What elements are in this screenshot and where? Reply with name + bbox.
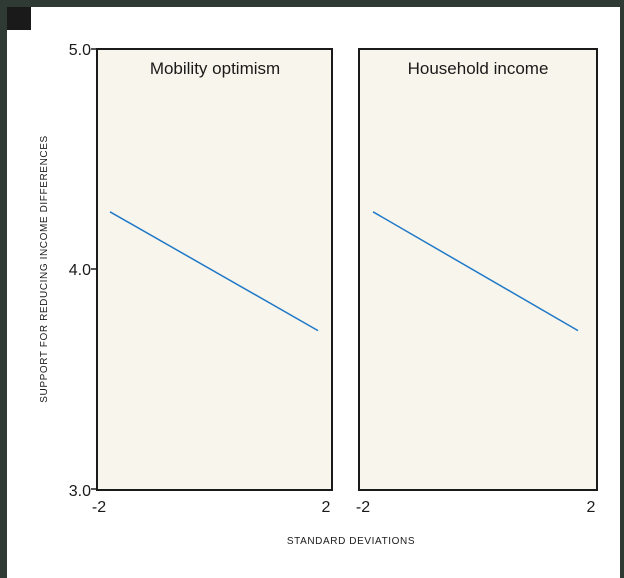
panel-1-x-tick-max: 2: [322, 499, 331, 516]
y-axis-label: SUPPORT FOR REDUCING INCOME DIFFERENCES: [39, 135, 50, 403]
corner-block: [7, 7, 31, 30]
panel-2-series-line: [372, 211, 579, 332]
panel-1-title: Mobility optimism: [150, 59, 280, 78]
y-tick-label-4: 4.0: [69, 262, 91, 279]
panel-1-frame: [96, 48, 333, 491]
panel-2-x-tick-max: 2: [587, 499, 596, 516]
panel-2-title: Household income: [408, 59, 549, 78]
panel-1-x-tick-min: -2: [92, 499, 106, 516]
panel-1-series-line: [109, 211, 319, 332]
y-tick-label-5: 5.0: [69, 42, 91, 59]
panel-2-x-tick-min: -2: [356, 499, 370, 516]
x-axis-label: STANDARD DEVIATIONS: [287, 536, 415, 547]
panel-2-frame: [358, 48, 598, 491]
y-tick-label-3: 3.0: [69, 483, 91, 500]
